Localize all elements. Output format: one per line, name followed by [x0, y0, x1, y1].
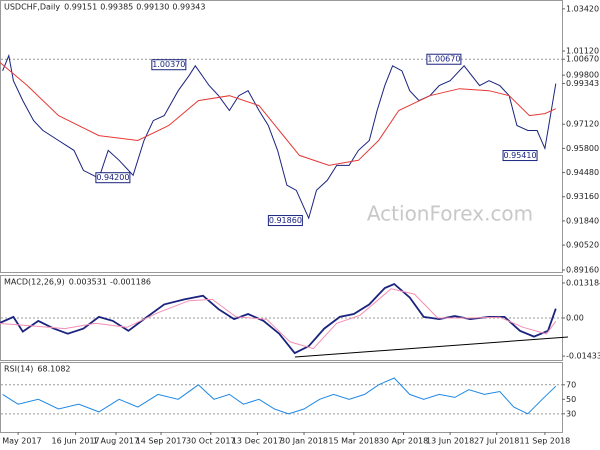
series-line — [0, 61, 557, 166]
x-tick-label: 13 Dec 2017 — [232, 437, 283, 446]
x-tick-label: 11 Sep 2018 — [520, 437, 571, 446]
indicator-reading: -0.001186 — [110, 278, 151, 287]
annotation-label: 1.00370 — [152, 60, 185, 69]
annotation-box — [426, 53, 462, 65]
panel-title: RSI(14) — [4, 365, 33, 374]
annotation-label: 1.00670 — [427, 55, 460, 64]
y-tick-label: 0.89160 — [566, 265, 599, 274]
trend-line — [294, 336, 569, 358]
annotation-label: 0.94200 — [96, 173, 129, 182]
x-tick-label: 13 Jun 2018 — [426, 437, 474, 446]
annotation-label: 0.95410 — [503, 151, 536, 160]
y-tick-label: 70 — [566, 380, 576, 389]
y-tick-label: 30 — [566, 409, 576, 418]
annotation-box — [151, 59, 187, 71]
y-tick-label: 0.94480 — [566, 168, 599, 177]
series-line — [2, 377, 557, 415]
y-tick-label: 0.99343 — [566, 79, 599, 88]
x-tick-label: 3 May 2017 — [0, 437, 42, 446]
ohlc-value: 0.99151 — [64, 3, 97, 12]
x-tick-label: 30 Oct 2017 — [186, 437, 235, 446]
y-tick-label: 0.91840 — [566, 216, 599, 225]
rsi-panel — [0, 362, 563, 433]
y-tick-label: 1.03420 — [566, 4, 599, 13]
y-tick-label: 0.95800 — [566, 144, 599, 153]
main-panel — [0, 0, 563, 273]
series-line — [2, 53, 557, 220]
annotation-label: 0.91860 — [269, 216, 302, 225]
y-tick-label: 0.90520 — [566, 241, 599, 250]
annotation-box — [267, 215, 303, 227]
watermark: ActionForex.com — [367, 202, 533, 226]
y-tick-label: 50 — [566, 395, 576, 404]
x-tick-label: 27 Jul 2018 — [474, 437, 519, 446]
annotation-box — [502, 150, 538, 162]
x-tick-label: 1 Aug 2017 — [93, 437, 139, 446]
y-tick-label: 1.01120 — [566, 46, 599, 55]
y-tick-label: 0.013184 — [566, 278, 600, 287]
ohlc-value: 0.99130 — [136, 3, 169, 12]
y-tick-label: 0.93160 — [566, 192, 599, 201]
series-line — [0, 282, 557, 355]
y-tick-label: 0.00 — [566, 314, 584, 323]
ohlc-value: 0.99343 — [172, 3, 205, 12]
y-tick-label: -0.014339 — [566, 352, 600, 361]
y-tick-label: 0.97120 — [566, 120, 599, 129]
ohlc-value: 0.99385 — [100, 3, 133, 12]
panel-title: MACD(12,26,9) — [4, 278, 65, 287]
y-tick-label: 0.99800 — [566, 71, 599, 80]
x-tick-label: 30 Apr 2018 — [379, 437, 428, 446]
x-tick-label: 30 Jan 2018 — [280, 437, 328, 446]
x-tick-label: 15 Mar 2018 — [328, 437, 379, 446]
indicator-reading: 68.1082 — [37, 365, 70, 374]
y-tick-label: 1.00670 — [566, 55, 599, 64]
x-tick-label: 14 Sep 2017 — [136, 437, 187, 446]
indicator-reading: 0.003531 — [69, 278, 107, 287]
series-line — [0, 288, 557, 350]
annotation-box — [95, 172, 131, 184]
x-tick-label: 16 Jun 2017 — [52, 437, 100, 446]
panel-title: USDCHF,Daily — [4, 3, 60, 12]
